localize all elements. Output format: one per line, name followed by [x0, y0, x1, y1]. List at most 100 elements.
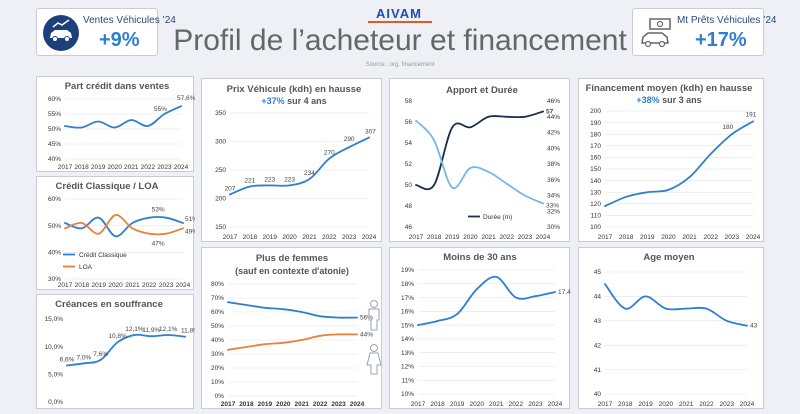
p7-ytick: 50% [211, 323, 224, 330]
p7-xtick: 2019 [258, 401, 273, 408]
p8-series-0-point [456, 313, 458, 315]
p8-xtick: 2021 [489, 401, 504, 408]
p8-ytick: 17% [401, 295, 414, 302]
p4-xtick: 2024 [362, 234, 377, 241]
kpi-sales-value: +9% [99, 29, 140, 51]
kpi-sales-label: Ventes Véhicules ’24 [83, 15, 176, 26]
p9-ytick: 42 [594, 342, 602, 349]
p5-series-1-point [451, 186, 454, 189]
chart-prix-vehicule: Prix Véhicule (kdh) en hausse +37% sur 4 … [201, 78, 382, 242]
p3-series-0-point [167, 334, 169, 336]
p1-series-0-point [97, 120, 99, 123]
p2-series-1-point [97, 232, 100, 235]
p5-series-0-point [469, 126, 472, 129]
p2-series-0-point [182, 222, 184, 224]
p4-xtick: 2020 [282, 234, 297, 241]
p1-data-label: 55% [154, 106, 167, 113]
chart-femmes: Plus de femmes (sauf en contexte d'atonie… [201, 247, 382, 409]
p3-title: Créances en souffrance [55, 299, 163, 310]
p5-ytick: 50 [405, 182, 413, 189]
p8-series-0-point [417, 324, 419, 326]
p1-series-0-point [147, 125, 149, 127]
p8-ytick: 13% [401, 350, 414, 357]
p3-series-0-point [133, 334, 136, 336]
p9-xtick: 2022 [699, 401, 714, 408]
p6-svg: Financement moyen (kdh) en hausse+38% su… [586, 83, 761, 241]
p5-series-1-point [487, 171, 490, 173]
p4-xtick: 2022 [322, 234, 337, 241]
p1-xtick: 2018 [74, 164, 89, 171]
p7-ytick: 20% [211, 365, 224, 372]
p3-data-label: 7,6% [93, 351, 108, 358]
p9-series-0-point [685, 307, 687, 310]
chart-age-moyen: Age moyen 40 41 42 43 44 45 2017 2018 2019 2020 202… [578, 247, 764, 409]
p2-legend-label: LOA [79, 264, 93, 271]
p1-series-0-point [113, 126, 116, 129]
p1-series-0-point [130, 119, 133, 121]
p5-series-0-point [415, 184, 417, 186]
p5-xtick: 2020 [463, 234, 478, 241]
p1-xtick: 2022 [141, 164, 156, 171]
p5-y2tick: 46% [547, 98, 560, 105]
p4-data-label: 223 [264, 176, 275, 183]
p8-ytick: 11% [401, 377, 414, 384]
p1-svg: Part crédit dans ventes 40% 45% 50% 55% 60% 20… [48, 81, 195, 171]
p8-series-0-point [495, 276, 498, 278]
p3-series-0-point [150, 335, 153, 337]
p9-xtick: 2023 [719, 401, 734, 408]
p4-data-label: 307 [365, 129, 376, 136]
p4-data-label: 221 [244, 178, 255, 185]
p6-data-label: 191 [746, 111, 757, 118]
p8-svg: Moins de 30 ans 10% 11% 12% 13% 14% 15% 16% 17% 1… [401, 252, 571, 408]
p8-series-0-point [554, 291, 556, 293]
p4-series-0-point [268, 184, 271, 187]
p2-series-1-point [114, 214, 117, 216]
p4-data-label: 270 [324, 150, 335, 157]
p9-ytick: 41 [594, 367, 602, 374]
p8-ytick: 19% [401, 267, 414, 274]
p2-xtick: 2023 [159, 282, 174, 289]
p6-xtick: 2019 [640, 234, 655, 241]
p1-series-0-point [180, 105, 182, 107]
p6-xtick: 2020 [661, 234, 676, 241]
p2-data-label: 53% [152, 207, 165, 214]
p3-ytick: 15,0% [45, 316, 64, 323]
p7-xtick: 2017 [221, 401, 236, 408]
chart-credit-loa: Crédit Classique / LOA 30% 40% 50% 60% 2017 20… [36, 176, 195, 290]
p5-ytick: 56 [405, 119, 413, 126]
p5-series-0-point [542, 110, 544, 113]
p7-series-1-point [282, 342, 285, 344]
car-chart-icon [43, 15, 79, 51]
p6-title: Financement moyen (kdh) en hausse [586, 83, 753, 94]
p7-series-1-point [337, 333, 340, 336]
p7-xtick: 2023 [331, 401, 346, 408]
p1-xtick: 2024 [174, 164, 189, 171]
p9-xtick: 2021 [679, 401, 694, 408]
male-figure-body [368, 308, 380, 331]
p9-xtick: 2024 [740, 401, 755, 408]
p5-y2tick: 44% [547, 114, 560, 121]
p6-series-0-point [604, 205, 606, 207]
p4-series-0-point [308, 178, 311, 180]
p9-xtick: 2018 [618, 401, 633, 408]
p6-ytick: 170 [590, 143, 601, 150]
p7-ytick: 70% [211, 295, 224, 302]
p3-series-0-point [116, 341, 119, 344]
p3-data-label: 12,1% [125, 326, 144, 333]
p5-ytick: 58 [405, 98, 413, 105]
p6-series-0-point [625, 196, 627, 198]
p1-series-0-point [80, 126, 83, 129]
p2-series-0-point [114, 235, 117, 238]
p3-series-0-point [184, 335, 186, 338]
p9-series-0-point [624, 307, 627, 310]
p8-ytick: 18% [401, 281, 414, 288]
p6-ytick: 120 [590, 201, 601, 208]
p6-series-0-point [646, 191, 649, 193]
car-money-icon [641, 18, 671, 48]
p7-ytick: 0% [215, 393, 225, 400]
p7-xtick: 2022 [313, 401, 328, 408]
p7-ytick: 80% [211, 281, 224, 288]
p8-xtick: 2022 [509, 401, 524, 408]
p5-ytick: 46 [405, 224, 413, 231]
p5-y2tick: 32% [547, 208, 560, 215]
